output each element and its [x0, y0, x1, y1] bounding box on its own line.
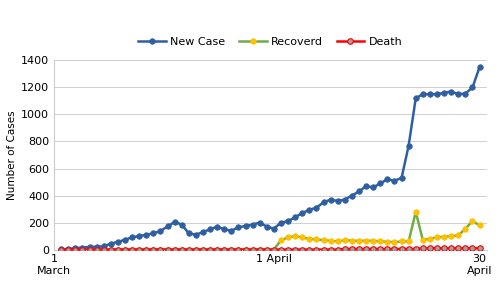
Recoverd	[476, 224, 482, 227]
Death	[164, 248, 170, 251]
New Case	[164, 225, 170, 228]
Line: New Case: New Case	[58, 65, 482, 252]
Recoverd	[129, 248, 135, 251]
Legend: New Case, Recoverd, Death: New Case, Recoverd, Death	[134, 32, 407, 52]
Recoverd	[412, 210, 418, 213]
Death	[200, 248, 206, 251]
New Case	[178, 223, 184, 226]
Recoverd	[193, 248, 199, 251]
Death	[420, 246, 426, 250]
New Case	[476, 65, 482, 69]
Death	[476, 246, 482, 250]
Recoverd	[58, 248, 64, 251]
New Case	[129, 236, 135, 239]
Recoverd	[200, 248, 206, 251]
New Case	[200, 230, 206, 234]
Recoverd	[164, 248, 170, 251]
Death	[178, 248, 184, 251]
Recoverd	[178, 248, 184, 251]
New Case	[193, 233, 199, 236]
Death	[320, 248, 326, 251]
Death	[129, 248, 135, 251]
Death	[193, 248, 199, 251]
Line: Recoverd: Recoverd	[58, 209, 482, 252]
New Case	[320, 201, 326, 204]
Death	[58, 248, 64, 251]
Y-axis label: Number of Cases: Number of Cases	[7, 110, 17, 200]
Recoverd	[320, 239, 326, 242]
New Case	[58, 248, 64, 251]
Line: Death: Death	[58, 245, 482, 252]
